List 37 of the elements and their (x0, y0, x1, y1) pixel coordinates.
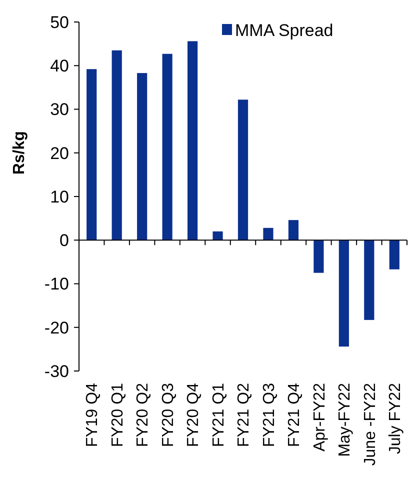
bar (263, 228, 274, 240)
y-axis-title: Rs/kg (11, 131, 28, 175)
x-tick-label: FY21 Q3 (260, 382, 278, 448)
x-tick-label: July FY22 (386, 382, 404, 454)
bar (187, 41, 198, 240)
x-tick-label: FY21 Q2 (236, 382, 253, 448)
y-tick-label: 0 (60, 231, 69, 250)
y-tick-label: 20 (50, 144, 69, 163)
x-tick-label: FY20 Q3 (160, 382, 177, 448)
x-tick-label: May-FY22 (336, 382, 354, 457)
y-tick-label: 30 (50, 100, 69, 120)
bar (112, 50, 122, 240)
bar (162, 54, 172, 240)
y-tick-label: -10 (44, 274, 69, 294)
y-tick-label: 50 (50, 12, 69, 32)
bar (364, 240, 374, 320)
x-tick-label: FY21 Q1 (210, 382, 228, 448)
bar (389, 240, 400, 270)
y-tick-label: -20 (44, 318, 69, 338)
bar (314, 240, 324, 273)
y-tick-label: 10 (50, 187, 69, 206)
x-tick-label: FY20 Q1 (109, 382, 126, 448)
bar (288, 220, 299, 240)
x-tick-label: June -FY22 (362, 382, 379, 466)
bar (238, 100, 248, 240)
x-tick-label: FY20 Q2 (134, 382, 152, 448)
bar (86, 69, 97, 240)
x-tick-label: FY19 Q4 (84, 382, 102, 448)
y-tick-label: -30 (44, 362, 69, 381)
bar (137, 73, 148, 240)
x-tick-label: FY21 Q4 (286, 382, 304, 448)
bar (338, 240, 349, 347)
y-tick-label: 40 (50, 56, 69, 76)
x-tick-label: FY20 Q4 (185, 382, 202, 448)
x-tick-label: Apr-FY22 (311, 382, 328, 452)
legend-label: MMA Spread (235, 20, 334, 40)
bar (212, 231, 223, 240)
